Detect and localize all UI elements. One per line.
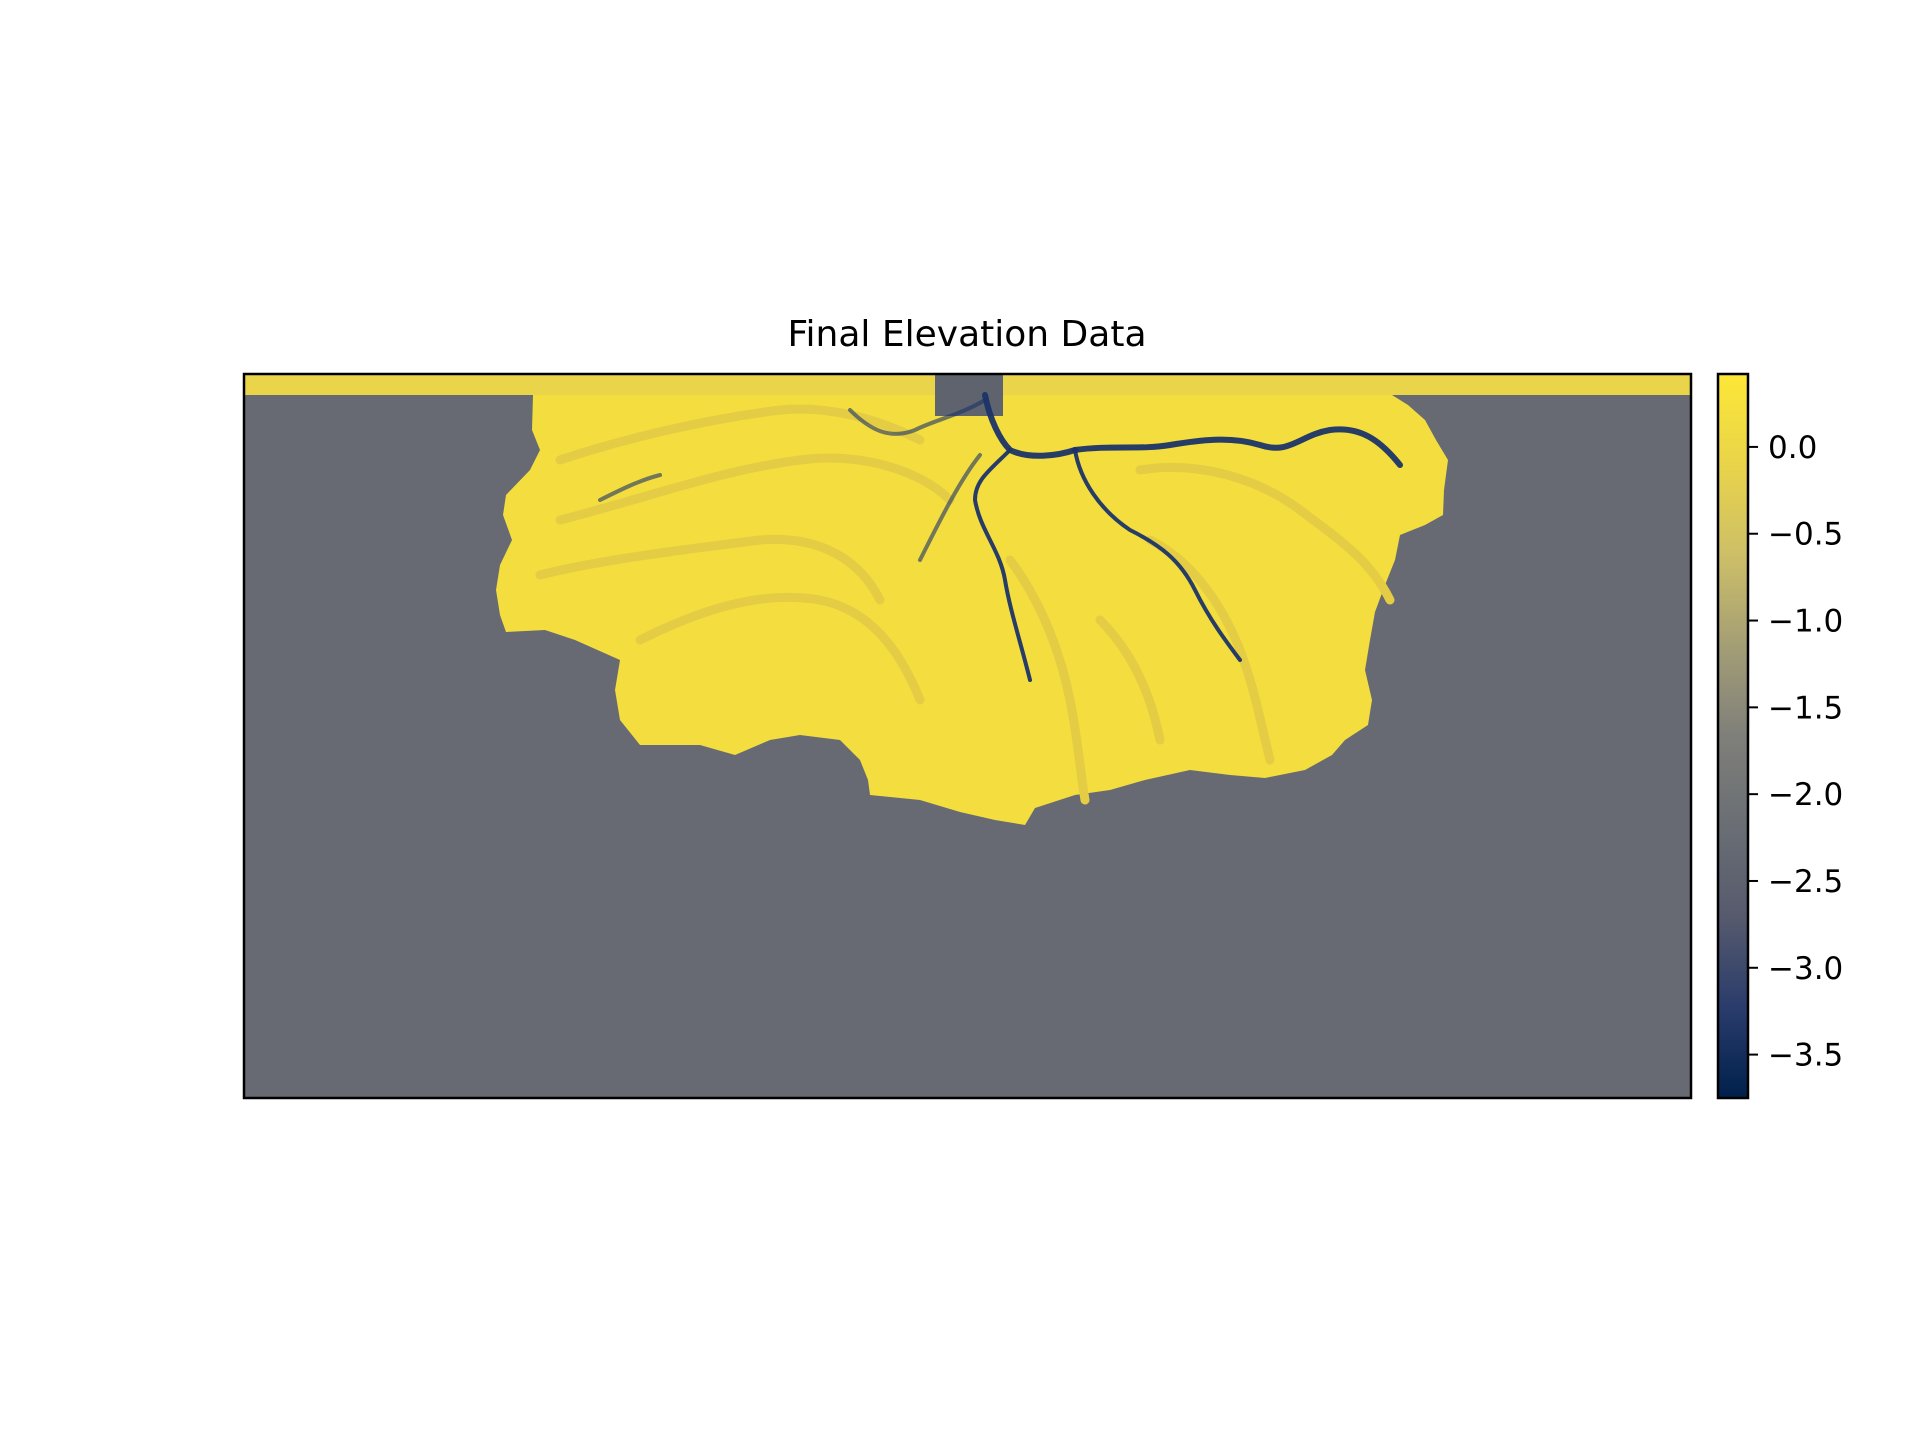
distributary-channels xyxy=(598,392,1403,682)
colorbar-tick-label: −3.5 xyxy=(1768,1038,1843,1074)
colorbar-tick-label: −2.5 xyxy=(1768,864,1843,900)
colorbar-ticks: 0.0 −0.5 −1.0 −1.5 −2.0 −2.5 −3.0 −3.5 xyxy=(1748,430,1843,1074)
heatmap-plot xyxy=(244,374,1691,1098)
colorbar-tick-label: −1.5 xyxy=(1768,690,1843,726)
colorbar-fill xyxy=(1718,374,1748,1098)
colorbar-tick-label: −3.0 xyxy=(1768,951,1843,987)
colorbar-tick-label: −2.0 xyxy=(1768,777,1843,813)
colorbar: 0.0 −0.5 −1.0 −1.5 −2.0 −2.5 −3.0 −3.5 xyxy=(1716,372,1843,1100)
chart-title: Final Elevation Data xyxy=(787,314,1146,355)
delta-deposit xyxy=(496,395,1448,825)
colorbar-tick-label: −1.0 xyxy=(1768,604,1843,640)
colorbar-tick-label: −0.5 xyxy=(1768,517,1843,553)
colorbar-frame xyxy=(1716,372,1750,1100)
colorbar-tick-label: 0.0 xyxy=(1768,430,1817,466)
plot-frame xyxy=(242,372,1693,1100)
deposit-shading xyxy=(535,404,1395,805)
